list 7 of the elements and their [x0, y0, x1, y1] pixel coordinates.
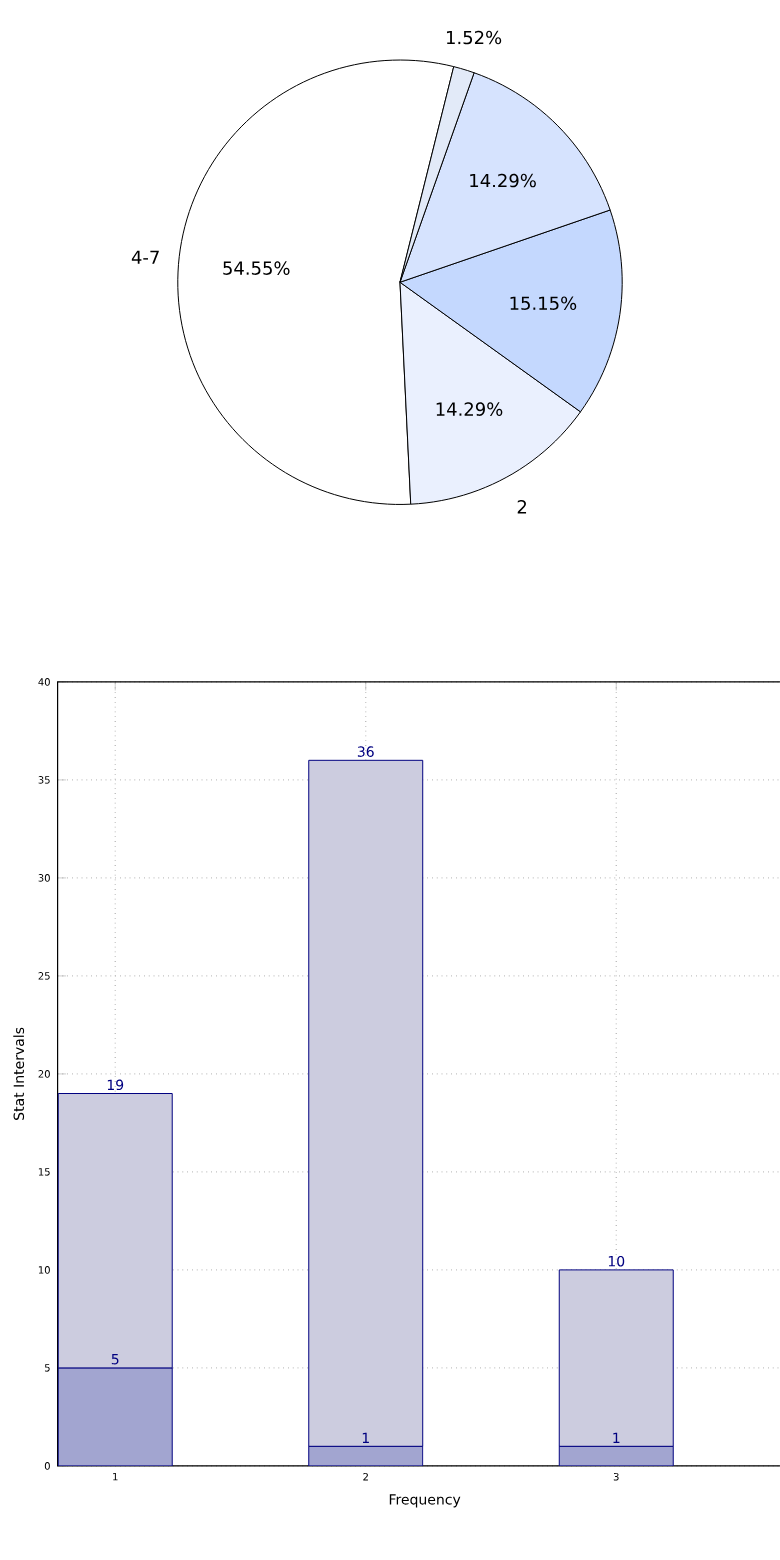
data-label: 54.55% — [223, 261, 290, 275]
data-label: 1.52% — [446, 30, 502, 45]
slice-label: 2 — [517, 500, 527, 514]
slice-label: 4-7 — [131, 250, 159, 264]
data-label: 14.29% — [470, 173, 536, 188]
data-label: 15.15% — [510, 296, 577, 311]
data-label: 14.29% — [436, 402, 503, 416]
